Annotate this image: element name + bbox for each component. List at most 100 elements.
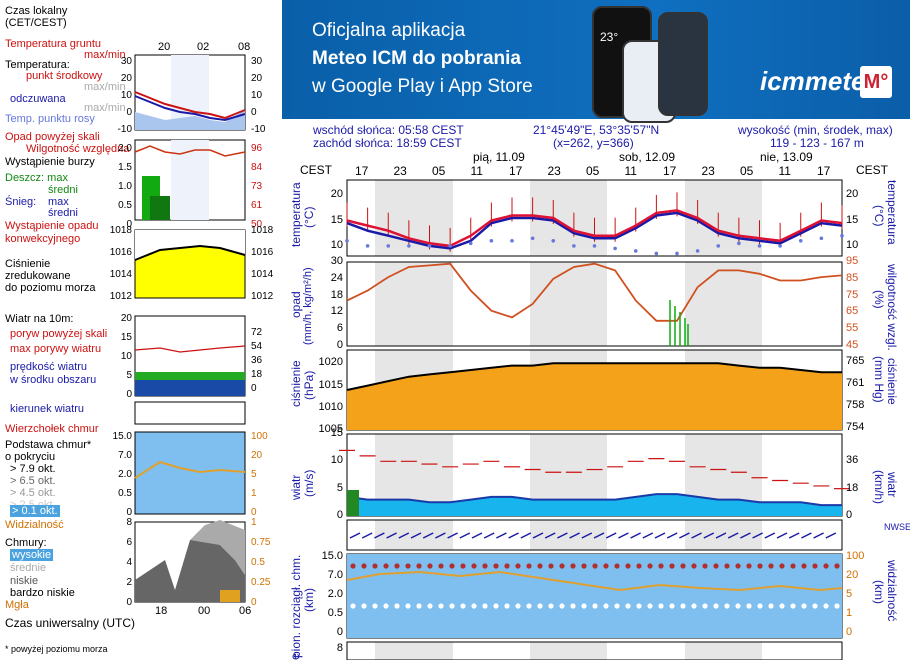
- hour-tick-4: 17: [509, 164, 523, 178]
- legend-snow-avg: średni: [48, 207, 78, 219]
- mini-cloud-frame: [134, 431, 246, 515]
- cloud-top-dot-37: [757, 563, 763, 569]
- dew-point-23: [819, 236, 824, 241]
- wind-kmh-unit-right: (km/h): [872, 470, 886, 504]
- cloud-top-dot-5: [405, 563, 411, 569]
- dew-point-14: [633, 249, 638, 253]
- mini-visibility-line: [134, 460, 246, 479]
- legend-mini-charts: [134, 54, 246, 603]
- wind-arrow-4: [398, 532, 410, 539]
- cloud-top-dot-20: [570, 563, 576, 569]
- cloud-base-dot-28: [658, 603, 664, 609]
- cloud-base-dot-2: [372, 603, 378, 609]
- wind-arrow-9: [459, 532, 471, 539]
- legend-pressure: Ciśnienie: [5, 258, 51, 270]
- pressmm-tick-2: 758: [846, 399, 865, 411]
- cloud-axis-unit: (km): [302, 588, 316, 612]
- mini-temp-tick-right-1: 20: [251, 73, 263, 84]
- app-banner[interactable]: Oficjalna aplikacja Meteo ICM do pobrani…: [282, 0, 910, 123]
- hour-tick-5: 23: [547, 164, 561, 178]
- legend-snow: Śnieg:: [5, 196, 37, 208]
- vis-tick-3: 1: [846, 607, 853, 619]
- cloud-tick-1: 7.0: [327, 569, 343, 581]
- legend-soil-temp: Temperatura gruntu: [5, 38, 101, 50]
- night-band-bottom-2: [685, 642, 762, 660]
- precip-tick-4: 6: [336, 322, 343, 335]
- night-band-precip-2: [685, 262, 762, 346]
- cloud-top-dot-0: [350, 563, 356, 569]
- wind-speed-area: [347, 494, 842, 516]
- dew-point-13: [613, 246, 617, 251]
- wind-tick-2: 5: [336, 481, 343, 494]
- vis-tick-4: 0: [846, 626, 853, 638]
- legend-storm: Wystąpienie burzy: [5, 156, 95, 168]
- wind-arrow-38: [813, 532, 824, 539]
- cloud-base-dot-34: [724, 603, 730, 609]
- wind-arrow-27: [679, 532, 690, 539]
- press-axis-unit: (hPa): [302, 370, 316, 400]
- phone-image-3: [658, 12, 708, 116]
- cloud-top-dot-41: [801, 563, 807, 569]
- legend-pressure3: do poziomu morza: [5, 282, 96, 294]
- dew-point-9: [530, 236, 535, 241]
- mini-cl-frac-4: 0: [251, 597, 257, 608]
- cloud-top-dot-32: [702, 563, 708, 569]
- cloud-top-dot-35: [735, 563, 741, 569]
- day-label-1: sob, 12.09: [619, 150, 676, 164]
- mini-hum-tick-3: 61: [251, 200, 263, 211]
- top-tick-2: 08: [238, 41, 251, 53]
- hour-tick-6: 05: [586, 164, 600, 178]
- mini-precip-tick-0: 2.0: [118, 143, 132, 154]
- mini-precip-tick-4: 0: [126, 219, 132, 230]
- cloud-base-dot-18: [548, 603, 554, 609]
- cloud-base-dot-3: [383, 603, 389, 609]
- hour-tick-3: 11: [470, 164, 483, 178]
- cloud-base-dot-27: [647, 603, 653, 609]
- press-tick-0: 1020: [318, 356, 343, 369]
- press-axis-label: ciśnienie: [289, 360, 303, 407]
- mini-hum-tick-2: 73: [251, 181, 263, 192]
- temp-axis-unit: (°C): [302, 206, 316, 228]
- dew-point-5: [448, 244, 452, 248]
- hum-tick-0: 95: [846, 255, 859, 267]
- wind-kmh-tick-0: 36: [846, 454, 859, 467]
- wind-tick-1: 10: [330, 454, 343, 467]
- temp-axis-label-right: temperatura: [885, 180, 899, 245]
- wind-axis-label: wiatr: [289, 474, 303, 500]
- mini-wind-kmh-tick-1: 54: [251, 341, 263, 352]
- mini-cloud-tick-3: 0.5: [118, 488, 132, 499]
- bottom-panel-tick: 8: [336, 642, 343, 654]
- wind-arrow-12: [496, 532, 507, 539]
- cloud-top-dot-30: [680, 563, 686, 569]
- cloud-top-dot-14: [504, 563, 510, 569]
- pressure-line: [346, 362, 842, 391]
- hour-tick-7: 11: [624, 164, 637, 178]
- cloud-top-dot-19: [559, 563, 565, 569]
- wind-arrow-19: [581, 532, 593, 539]
- mini-cloud-tick-2: 2.0: [118, 469, 132, 480]
- legend-temp-maxmin: max/min: [84, 81, 126, 93]
- cloud-top-dot-13: [493, 563, 499, 569]
- night-band-precip-0: [375, 262, 453, 346]
- mini-wind-kmh-tick-2: 36: [251, 355, 263, 366]
- press-tick-1: 1015: [318, 378, 343, 391]
- dew-point-6: [468, 241, 473, 246]
- sunrise: wschód słońca: 05:58 CEST: [313, 123, 464, 137]
- cloud-top-dot-2: [372, 563, 378, 569]
- legend-utc: Czas uniwersalny (UTC): [5, 616, 136, 630]
- wind-arrow-18: [569, 532, 580, 539]
- wind-arrow-29: [703, 532, 715, 539]
- press-tick-2: 1010: [318, 400, 343, 413]
- cloud-base-dot-42: [812, 603, 818, 609]
- cloud-base-dot-43: [823, 603, 829, 609]
- cloud-base-dot-24: [614, 603, 620, 609]
- cloud-base-dot-7: [427, 603, 433, 609]
- height-value: 119 - 123 - 167 m: [770, 136, 864, 150]
- legend-rain: Deszcz: max: [5, 172, 68, 184]
- cloud-top-dot-17: [537, 563, 543, 569]
- night-band-precip-1: [530, 262, 607, 346]
- wind-arrow-13: [508, 532, 519, 539]
- cloud-top-dot-25: [625, 563, 631, 569]
- mini-cl-frac-1: 0.75: [251, 537, 271, 548]
- sunset: zachód słońca: 18:59 CEST: [313, 136, 462, 150]
